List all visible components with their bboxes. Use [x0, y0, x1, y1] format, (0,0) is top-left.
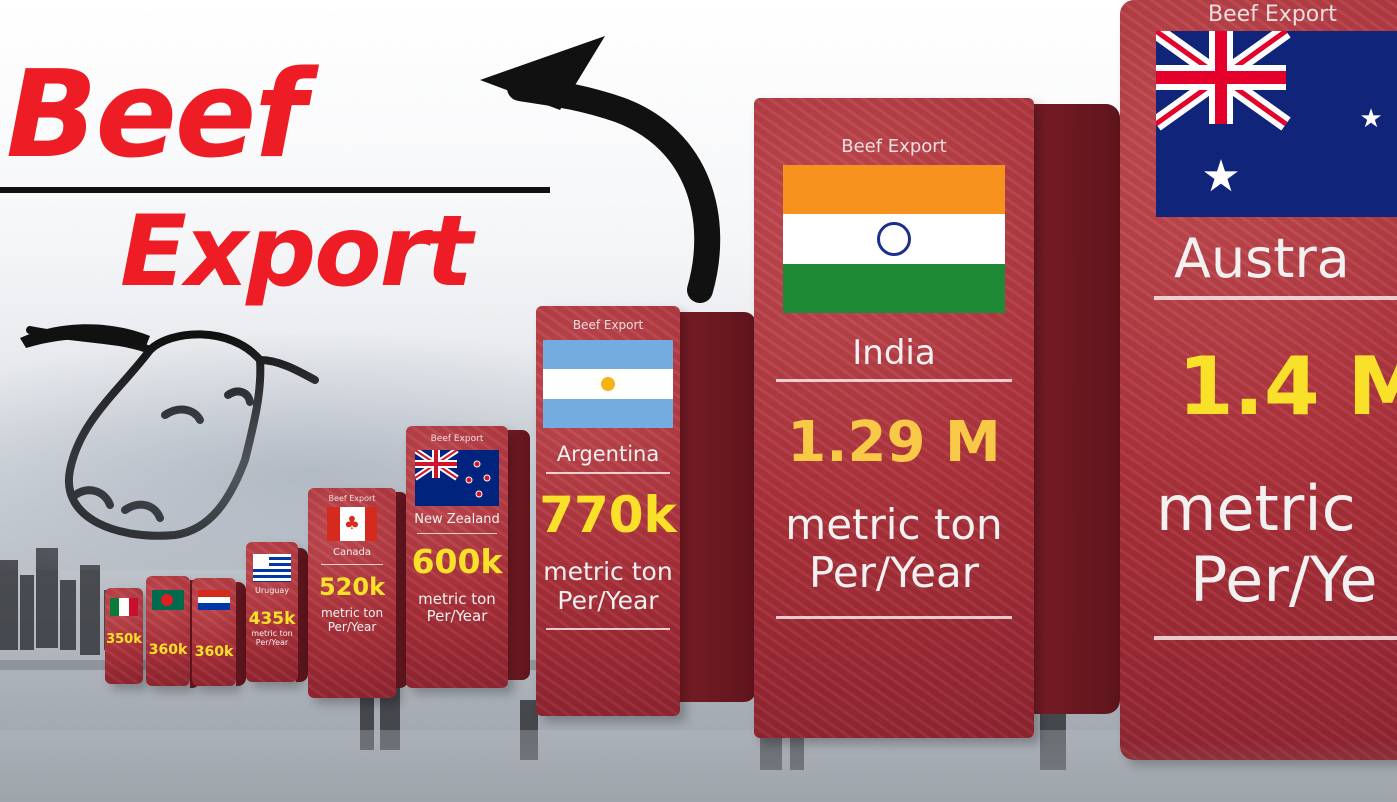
block-unit: Per/Year	[808, 548, 979, 598]
title-beef: Beef	[6, 46, 306, 185]
title-divider	[0, 187, 550, 193]
block-australia: Beef Export ★ ★ Austra 1.4 M metric Per/…	[1120, 0, 1397, 760]
block-canada: Beef Export ♣ Canada 520k metric ton Per…	[308, 488, 396, 698]
svg-text:★: ★	[1201, 151, 1240, 202]
block-unit: Per/Year	[327, 619, 377, 634]
block-new-zealand: Beef Export New Zealand 600k metric ton …	[406, 426, 508, 688]
block-country: New Zealand	[414, 512, 500, 527]
australia-flag-icon: ★ ★	[1156, 31, 1397, 217]
block-unit: Per/Year	[557, 585, 659, 615]
block-bangladesh: 360k	[146, 576, 190, 686]
block-side	[394, 492, 408, 688]
block-paraguay: 360k	[192, 578, 236, 686]
new-zealand-flag-icon	[415, 450, 499, 506]
block-unit: Per/Year	[426, 607, 488, 626]
block-divider	[1154, 296, 1397, 300]
block-heading: Beef Export	[841, 136, 947, 157]
block-unit: metric ton	[785, 500, 1003, 549]
block-side	[676, 312, 756, 702]
block-divider	[546, 627, 670, 630]
paraguay-flag-icon	[198, 590, 230, 611]
block-unit: Per/Year	[255, 638, 289, 648]
block-divider	[1154, 635, 1397, 640]
block-unit: metric ton	[251, 629, 293, 638]
block-value: 360k	[148, 642, 188, 658]
svg-text:★: ★	[1359, 104, 1382, 134]
block-country: Uruguay	[255, 586, 289, 595]
water-reflection	[0, 740, 1397, 802]
block-divider	[417, 533, 497, 534]
block-value: 1.29 M	[787, 410, 1001, 475]
block-unit: metric ton	[543, 557, 673, 586]
block-heading: Beef Export	[1208, 2, 1337, 27]
block-value: 1.4 M	[1178, 340, 1397, 433]
uruguay-flag-icon	[253, 554, 291, 582]
block-country: India	[852, 333, 936, 373]
mexico-flag-icon	[110, 598, 138, 616]
block-side	[236, 582, 246, 686]
block-divider	[546, 472, 670, 474]
block-uruguay: Uruguay 435k metric ton Per/Year	[246, 542, 298, 682]
block-side	[506, 430, 530, 680]
block-divider	[321, 564, 383, 565]
block-value: 360k	[194, 644, 234, 660]
block-unit: metric ton	[418, 590, 496, 608]
block-side	[1026, 104, 1120, 714]
block-value: 520k	[318, 573, 386, 601]
argentina-flag-icon	[543, 340, 673, 428]
block-unit: Per/Ye	[1190, 543, 1378, 617]
curved-arrow-icon	[480, 36, 721, 303]
block-divider	[776, 379, 1012, 382]
block-heading: Beef Export	[328, 494, 376, 503]
bangladesh-flag-icon	[152, 590, 184, 610]
block-argentina: Beef Export Argentina 770k metric ton Pe…	[536, 306, 680, 716]
title-export: Export	[120, 195, 473, 309]
block-heading: Beef Export	[430, 434, 484, 444]
block-heading: Beef Export	[572, 318, 644, 332]
block-value: 350k	[106, 632, 142, 647]
block-divider	[776, 615, 1012, 619]
block-unit: metric	[1156, 472, 1356, 545]
block-value: 435k	[248, 609, 296, 629]
block-india: Beef Export India 1.29 M metric ton Per/…	[754, 98, 1034, 738]
block-country: Austra	[1174, 227, 1350, 290]
block-side	[296, 548, 308, 682]
block-value: 770k	[539, 486, 677, 544]
block-value: 600k	[411, 542, 503, 581]
india-flag-icon	[783, 165, 1005, 313]
canada-flag-icon: ♣	[327, 507, 377, 541]
block-unit: metric ton	[320, 606, 384, 620]
block-country: Argentina	[556, 442, 660, 466]
block-mexico: 350k	[105, 588, 143, 684]
block-country: Canada	[332, 547, 372, 558]
